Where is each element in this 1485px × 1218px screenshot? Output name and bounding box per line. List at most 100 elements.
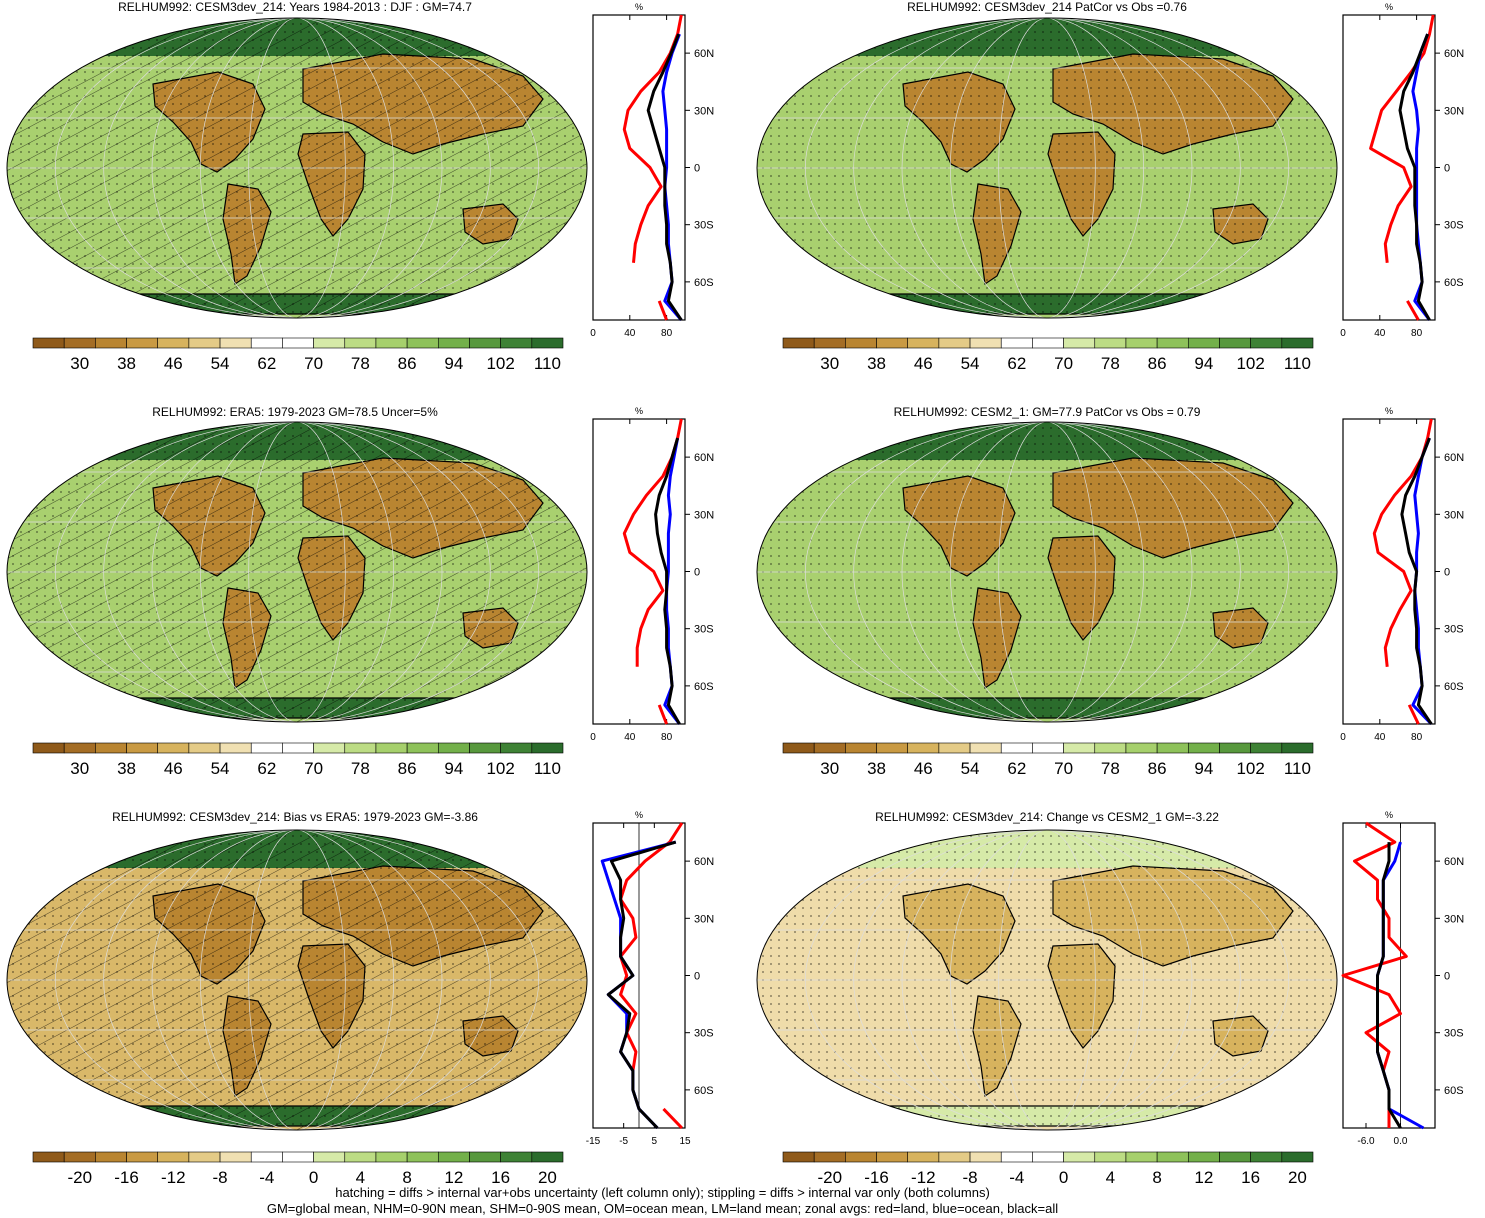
colorbar-panel-1: 30 38 46 54 62 70 78 86 94 102 110 [32,337,564,373]
profile-ytick-label: 30N [1444,509,1464,521]
colorbar-swatch [907,742,940,754]
colorbar-swatch [531,337,564,349]
colorbar-label: 0 [1059,1168,1068,1187]
graticule-lon [853,18,1241,318]
colorbar-label: 62 [257,354,276,373]
colorbar-label: 86 [398,759,417,778]
colorbar-swatch [1125,337,1158,349]
profile-xtick-label: 80 [661,328,673,339]
colorbar-swatch [1094,742,1127,754]
profile-ytick-label: 60S [1444,681,1464,693]
profile-xtick-label: 40 [624,732,636,743]
colorbar-swatch [1000,337,1033,349]
profile-unit: % [1385,406,1393,416]
robinson-map-panel-4 [756,421,1338,723]
colorbar-swatch [938,742,971,754]
colorbar-swatch [845,337,877,349]
graticule-lon [853,422,1241,722]
colorbar-swatch [1250,742,1283,754]
colorbar-swatch [1156,337,1189,349]
colorbar-swatch [32,337,65,349]
graticule-lon [151,18,443,318]
colorbar-label: 12 [444,1168,463,1187]
colorbar-label: 54 [961,354,980,373]
colorbar-swatch [63,337,96,349]
profile-ytick-label: 30S [1444,1028,1464,1040]
colorbar-label: 62 [257,759,276,778]
profile-xtick-label: 15 [679,1136,691,1147]
colorbar-swatch [1032,1151,1064,1163]
graticule-lon [248,830,346,1130]
colorbar-swatch [282,742,314,754]
colorbar-swatch [126,742,159,754]
graticule-lon [103,18,491,318]
profile-xtick-label: -15 [586,1136,601,1147]
colorbar-swatch [1250,337,1283,349]
profile-ytick-label: 60S [694,277,714,289]
robinson-map-panel-5 [6,829,588,1131]
colorbar-swatch [938,1151,971,1163]
colorbar-swatch [969,337,1002,349]
profile-ytick-label: 60N [1444,48,1464,60]
colorbar-swatch [531,1151,564,1163]
map-border [756,829,1338,1131]
colorbar-swatch [876,1151,909,1163]
graticule-lon [199,830,395,1130]
colorbar-label: 46 [914,354,933,373]
colorbar-label: 46 [164,354,183,373]
profile-land-line [1341,821,1408,1128]
panel-title-6: RELHUM992: CESM3dev_214: Change vs CESM2… [875,810,1219,824]
colorbar-swatch [1125,1151,1158,1163]
colorbar-label: 78 [351,759,370,778]
colorbar-swatch [95,1151,127,1163]
graticule-lon [248,422,346,722]
colorbar-swatch [95,337,127,349]
colorbar-swatch [500,742,533,754]
colorbar-label: 0 [309,1168,318,1187]
graticule-lon [248,18,346,318]
colorbar-swatch [126,337,159,349]
graticule-lon [949,18,1145,318]
profile-ytick-label: 60N [1444,856,1464,868]
colorbar-swatch [63,742,96,754]
colorbar-label: 4 [1106,1168,1115,1187]
profile-all-line [606,840,677,1130]
colorbar-swatch [1219,742,1251,754]
profile-xtick-label: 0 [590,732,596,743]
profile-ytick-label: 60N [1444,452,1464,464]
colorbar-label: 16 [1241,1168,1260,1187]
profile-ytick-label: 30N [1444,913,1464,925]
colorbar-label: 46 [164,759,183,778]
profile-xtick-label: 80 [1411,732,1423,743]
colorbar-label: 110 [1284,354,1311,373]
colorbar-panel-3: 30 38 46 54 62 70 78 86 94 102 110 [32,742,564,778]
zonal-profile-panel-4: % 60N 30N 0 30S 60S 0 40 80 [1340,406,1464,743]
profile-ytick-label: 30N [694,105,714,117]
profile-xtick-label: 40 [1374,732,1386,743]
map-border [6,829,588,1131]
panel-title-4: RELHUM992: CESM2_1: GM=77.9 PatCor vs Ob… [893,405,1201,419]
colorbar-label: 62 [1007,354,1026,373]
robinson-map-panel-2 [756,17,1338,319]
panel-title-2: RELHUM992: CESM3dev_214 PatCor vs Obs =0… [907,0,1187,14]
colorbar-swatch [1187,742,1220,754]
colorbar-swatch [1094,1151,1127,1163]
graticule-lon [998,422,1096,722]
colorbar-label: 78 [1101,759,1120,778]
colorbar-swatch [1063,337,1096,349]
graticule-lon [998,18,1096,318]
colorbar-swatch [344,337,377,349]
colorbar-label: 94 [1194,354,1213,373]
colorbar-swatch [375,742,408,754]
colorbar-swatch [437,337,470,349]
profile-ytick-label: 60N [694,856,714,868]
colorbar-swatch [188,1151,221,1163]
colorbar-label: 86 [398,354,417,373]
colorbar-swatch [531,742,564,754]
colorbar-label: 8 [1152,1168,1161,1187]
profile-ytick-label: 0 [694,971,700,983]
colorbar-label: 110 [534,354,561,373]
robinson-map-panel-1 [6,17,588,319]
profile-all-line [1400,437,1433,725]
colorbar-label: -16 [864,1168,889,1187]
